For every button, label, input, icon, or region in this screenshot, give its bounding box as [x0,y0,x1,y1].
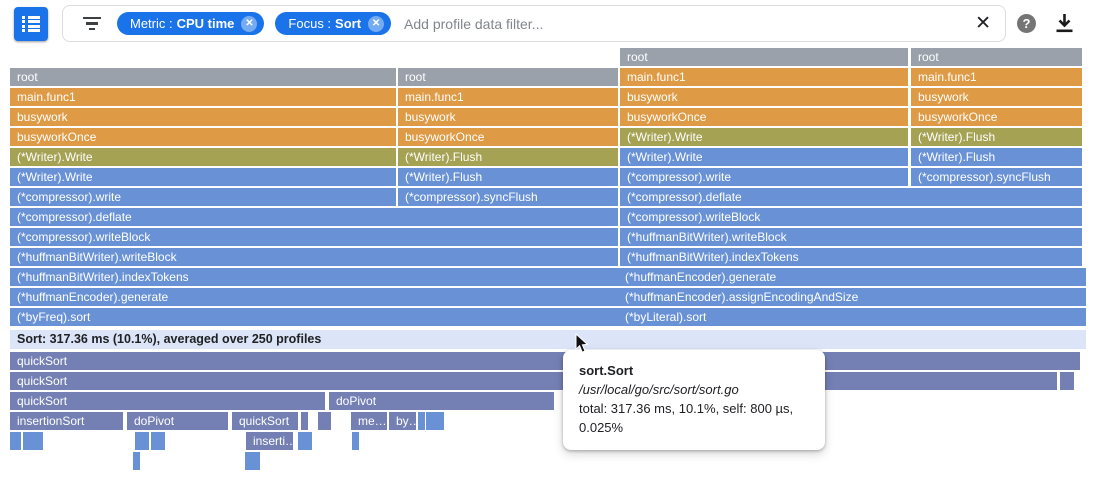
flame-bar[interactable] [151,432,158,450]
flame-bar[interactable] [36,432,43,450]
flame-bar[interactable] [1060,372,1074,390]
filter-chip-metric[interactable]: Metric : CPU time ✕ [117,12,265,35]
chip-value: CPU time [176,16,235,31]
flame-bar[interactable]: (*byLiteral).sort [618,308,1086,326]
flame-bar[interactable]: busywork [620,88,908,106]
sort-summary-row[interactable]: Sort: 317.36 ms (10.1%), averaged over 2… [10,330,1086,349]
tooltip: sort.Sort /usr/local/go/src/sort/sort.go… [563,350,825,450]
flame-bar[interactable]: main.func1 [398,88,618,106]
flame-bar[interactable] [432,412,439,430]
tooltip-source-path: /usr/local/go/src/sort/sort.go [579,382,739,397]
flame-bar[interactable]: (*Writer).Write [620,128,908,146]
mouse-cursor [575,333,589,353]
flame-bar[interactable]: (*compressor).write [620,168,908,186]
flame-bar[interactable] [249,452,256,470]
flame-bar[interactable]: main.func1 [10,88,396,106]
flame-bar[interactable]: me… [351,412,387,430]
chip-label: Metric : [130,16,173,31]
flame-bar[interactable] [298,432,305,450]
chip-close-icon[interactable]: ✕ [241,15,258,32]
tooltip-function-name: sort.Sort [579,363,634,378]
flame-bar[interactable]: (*huffmanBitWriter).indexTokens [10,268,618,286]
flame-bar[interactable]: doPivot [329,392,554,410]
flame-bar[interactable]: (*compressor).writeBlock [620,208,1082,226]
filter-chip-focus[interactable]: Focus : Sort ✕ [275,12,392,35]
flame-bar[interactable]: (*compressor).deflate [620,188,1082,206]
flame-bar[interactable]: (*Writer).Flush [911,148,1082,166]
view-list-icon [22,15,40,33]
flame-bar[interactable]: busyworkOnce [620,108,908,126]
flame-bar[interactable]: root [620,48,908,66]
flame-bar[interactable]: quickSort [10,372,1057,390]
flame-bar[interactable] [158,432,165,450]
flame-bar[interactable] [245,452,252,470]
filter-placeholder[interactable]: Add profile data filter... [404,15,544,32]
tooltip-metrics: total: 317.36 ms, 10.1%, self: 800 µs, 0… [579,401,794,435]
flame-bar[interactable]: busyworkOnce [398,128,618,146]
flame-bar[interactable]: quickSort [10,352,1080,370]
flame-bar[interactable]: (*Writer).Flush [911,128,1082,146]
flame-bar[interactable]: (*compressor).deflate [10,208,618,226]
chip-value: Sort [335,16,362,31]
chip-label: Focus : [288,16,332,31]
flame-bar[interactable]: (*Writer).Write [10,168,396,186]
flame-bar[interactable]: (*huffmanBitWriter).writeBlock [10,248,618,266]
flame-bar[interactable]: (*huffmanBitWriter).writeBlock [620,228,1082,246]
flame-bar[interactable]: inserti… [246,432,293,450]
flame-bar[interactable]: (*huffmanEncoder).generate [10,288,618,306]
flame-bar[interactable]: busyworkOnce [911,108,1082,126]
flame-bar[interactable] [135,432,149,450]
flame-bar[interactable]: (*huffmanEncoder).generate [618,268,1086,286]
flame-bar[interactable]: doPivot [127,412,228,430]
flame-bar[interactable]: (*huffmanEncoder).assignEncodingAndSize [618,288,1086,306]
flame-bar[interactable]: (*compressor).syncFlush [911,168,1082,186]
flame-bar[interactable] [418,412,425,430]
flame-bar[interactable]: (*huffmanBitWriter).indexTokens [620,248,1082,266]
help-icon[interactable]: ? [1017,14,1036,33]
flame-bar[interactable]: by… [389,412,416,430]
flame-bar[interactable] [324,412,331,430]
flame-bar[interactable]: (*Writer).Flush [398,168,618,186]
flame-bar[interactable]: (*Writer).Flush [398,148,618,166]
flame-bar[interactable]: (*compressor).write [10,188,396,206]
flame-bar[interactable] [10,432,21,450]
flame-bar[interactable]: busywork [398,108,618,126]
flame-bar[interactable] [23,432,30,450]
flame-bar[interactable] [301,412,308,430]
download-icon[interactable] [1054,12,1075,35]
flame-bar[interactable]: root [398,68,618,86]
flame-bar[interactable]: (*byFreq).sort [10,308,618,326]
flame-bar[interactable] [133,452,140,470]
flame-bar[interactable] [30,432,37,450]
flame-bar[interactable]: quickSort [232,412,298,430]
flame-bar[interactable] [352,432,359,450]
flame-bar[interactable]: busywork [911,88,1082,106]
flame-bar[interactable]: (*compressor).writeBlock [10,228,618,246]
toolbar: Metric : CPU time ✕ Focus : Sort ✕ Add p… [0,0,1096,48]
flame-bar[interactable]: main.func1 [620,68,908,86]
flame-bar[interactable] [426,412,433,430]
flame-bar[interactable]: busyworkOnce [10,128,396,146]
flame-bar[interactable]: main.func1 [911,68,1082,86]
flame-bar[interactable]: quickSort [10,392,325,410]
flame-bar[interactable] [437,412,444,430]
flame-bar[interactable]: insertionSort [10,412,123,430]
flame-bar[interactable]: root [10,68,396,86]
flame-bar[interactable] [253,452,260,470]
flame-bar[interactable]: busywork [10,108,396,126]
chip-close-icon[interactable]: ✕ [368,15,385,32]
flame-bar[interactable] [318,412,325,430]
filter-list-icon [83,16,101,31]
flame-bar[interactable]: root [911,48,1082,66]
filter-input-box[interactable]: Metric : CPU time ✕ Focus : Sort ✕ Add p… [62,5,1006,42]
clear-filter-icon[interactable]: ✕ [975,13,991,34]
flame-bar[interactable]: (*compressor).syncFlush [398,188,618,206]
flame-bar[interactable] [305,432,312,450]
flame-bar[interactable]: (*Writer).Write [620,148,908,166]
flame-bar[interactable]: (*Writer).Write [10,148,396,166]
menu-button[interactable] [14,7,48,41]
